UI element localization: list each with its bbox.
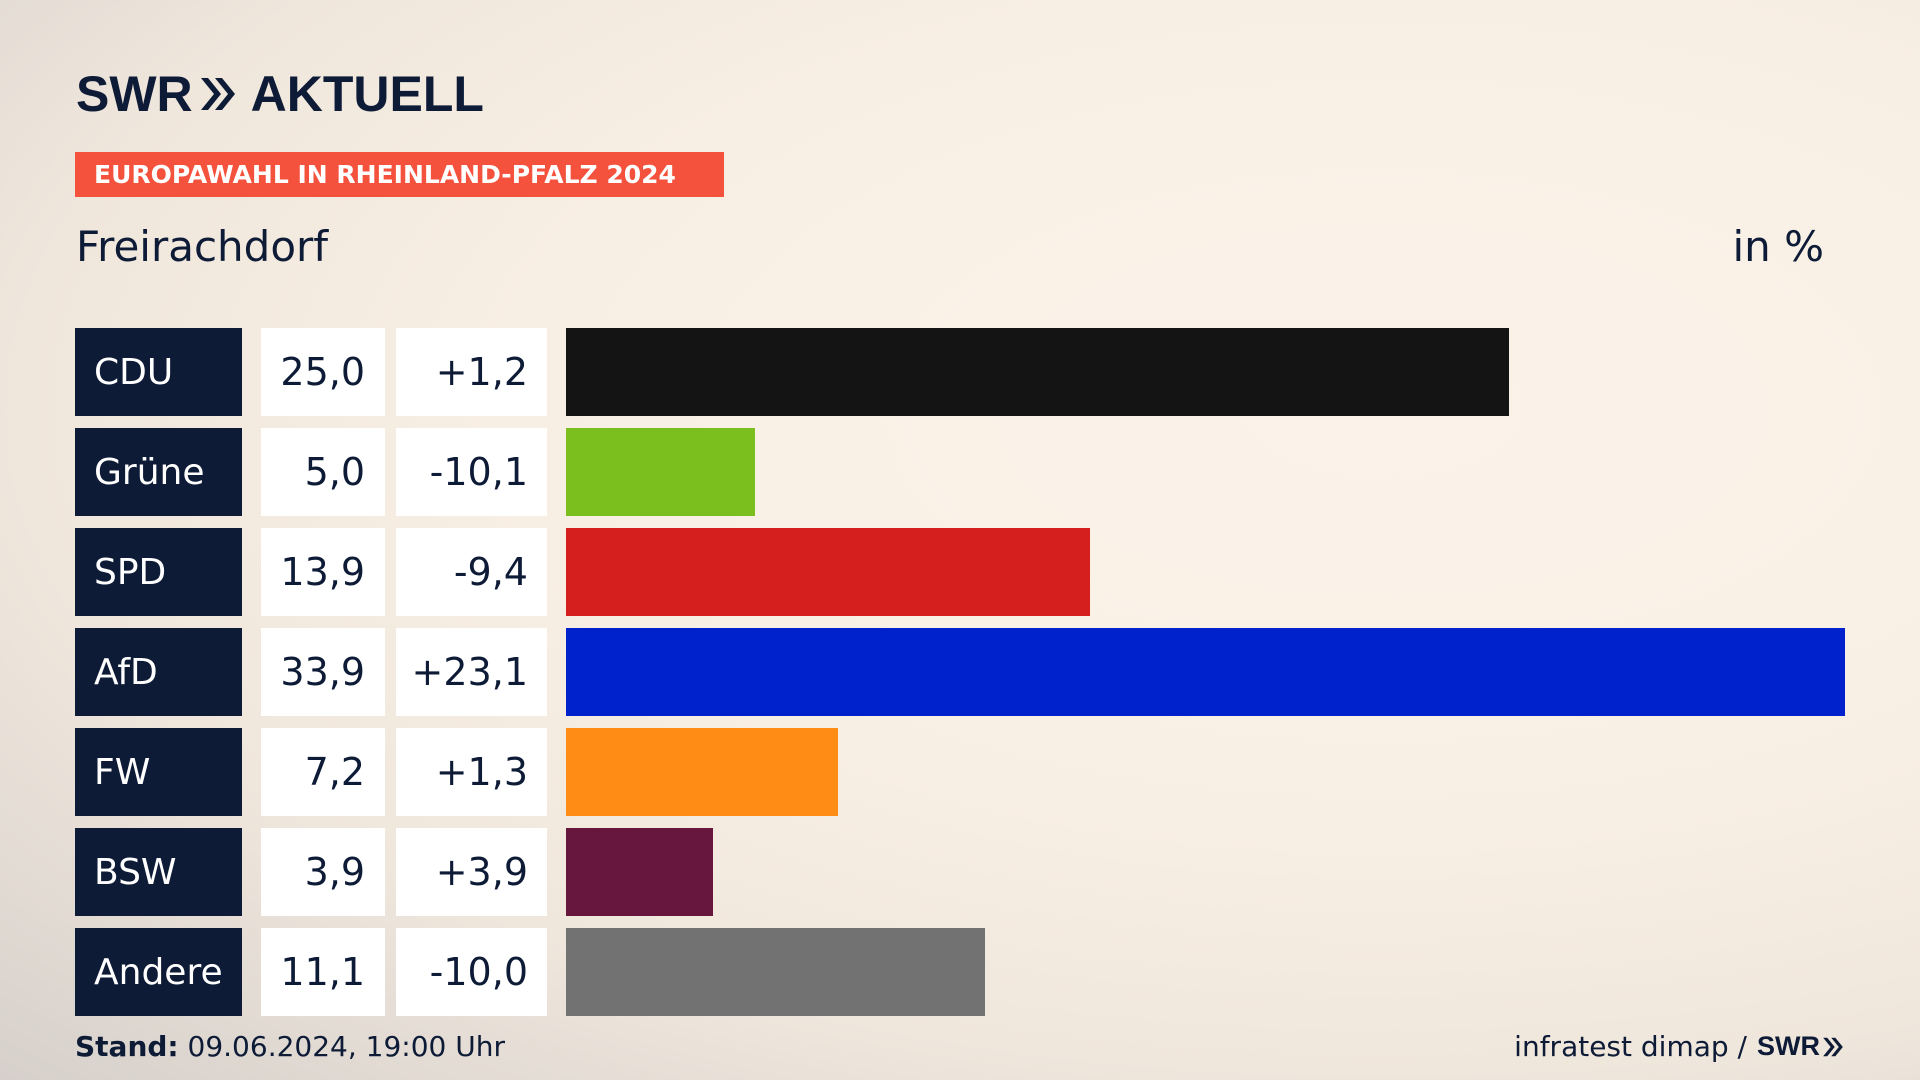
value-label: 11,1 xyxy=(261,928,385,1016)
double-chevron-icon xyxy=(199,76,237,112)
bar-bsw xyxy=(566,828,713,916)
value-label: 13,9 xyxy=(261,528,385,616)
party-label: SPD xyxy=(75,528,242,616)
party-label: BSW xyxy=(75,828,242,916)
unit-label: in % xyxy=(1732,222,1824,271)
bar-fw xyxy=(566,728,838,816)
logo-swr-text: SWR xyxy=(76,66,193,122)
bar-grüne xyxy=(566,428,755,516)
diff-label: -10,1 xyxy=(396,428,547,516)
diff-label: +3,9 xyxy=(396,828,547,916)
value-label: 5,0 xyxy=(261,428,385,516)
swr-small-logo: SWR xyxy=(1757,1031,1844,1062)
logo-aktuell-text: AKTUELL xyxy=(250,66,484,122)
party-label: CDU xyxy=(75,328,242,416)
value-label: 3,9 xyxy=(261,828,385,916)
party-label: Grüne xyxy=(75,428,242,516)
party-label: Andere xyxy=(75,928,242,1016)
diff-label: +1,3 xyxy=(396,728,547,816)
small-logo-text: SWR xyxy=(1757,1031,1820,1061)
diff-label: -10,0 xyxy=(396,928,547,1016)
small-chevron-icon xyxy=(1823,1037,1843,1056)
party-label: AfD xyxy=(75,628,242,716)
source-credit: infratest dimap / SWR xyxy=(1514,1030,1844,1063)
municipality-title: Freirachdorf xyxy=(76,222,329,271)
diff-label: +1,2 xyxy=(396,328,547,416)
stand-value: 09.06.2024, 19:00 Uhr xyxy=(187,1030,505,1063)
diff-label: +23,1 xyxy=(396,628,547,716)
bar-andere xyxy=(566,928,985,1016)
diff-label: -9,4 xyxy=(396,528,547,616)
value-label: 25,0 xyxy=(261,328,385,416)
swr-aktuell-logo: SWR AKTUELL xyxy=(76,66,484,122)
source-text: infratest dimap / xyxy=(1514,1030,1747,1063)
value-label: 33,9 xyxy=(261,628,385,716)
party-label: FW xyxy=(75,728,242,816)
value-label: 7,2 xyxy=(261,728,385,816)
bar-spd xyxy=(566,528,1090,616)
bar-cdu xyxy=(566,328,1509,416)
bar-afd xyxy=(566,628,1845,716)
stand-label: Stand: xyxy=(75,1030,179,1063)
election-banner: EUROPAWAHL IN RHEINLAND-PFALZ 2024 xyxy=(75,152,724,197)
timestamp: Stand: 09.06.2024, 19:00 Uhr xyxy=(75,1030,505,1063)
